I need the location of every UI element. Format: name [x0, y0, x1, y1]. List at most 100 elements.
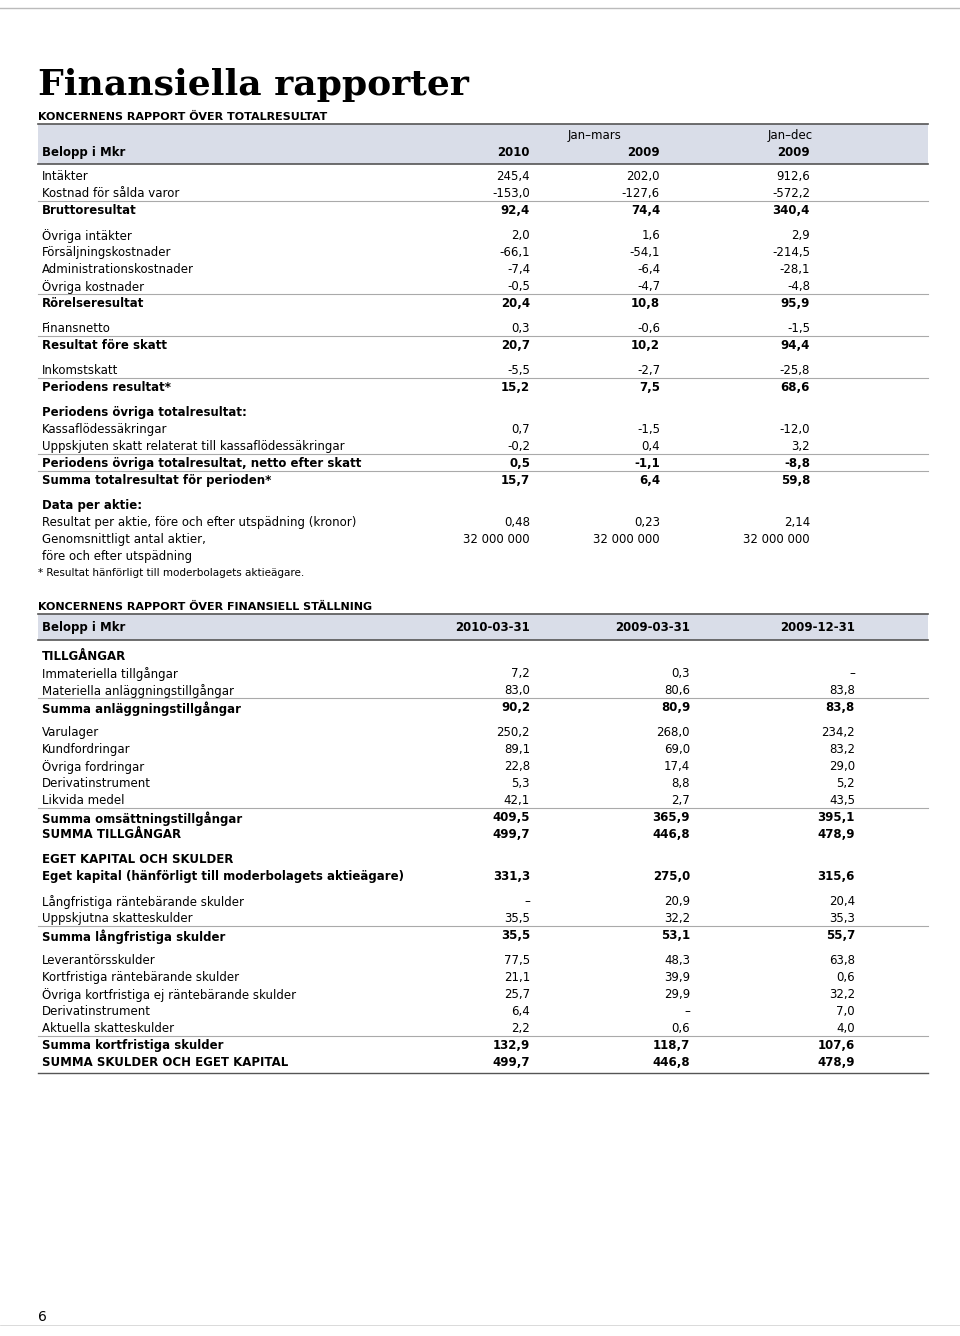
- Text: –: –: [850, 667, 855, 680]
- Text: 20,4: 20,4: [828, 895, 855, 908]
- Text: Aktuella skatteskulder: Aktuella skatteskulder: [42, 1022, 174, 1035]
- Text: Summa kortfristiga skulder: Summa kortfristiga skulder: [42, 1039, 224, 1051]
- Text: Jan–dec: Jan–dec: [767, 130, 812, 142]
- Text: 32 000 000: 32 000 000: [743, 533, 810, 546]
- Text: 80,6: 80,6: [664, 684, 690, 697]
- Text: 17,4: 17,4: [663, 760, 690, 774]
- Text: 315,6: 315,6: [818, 870, 855, 883]
- Text: 0,48: 0,48: [504, 516, 530, 529]
- Text: 20,4: 20,4: [501, 297, 530, 310]
- Text: –: –: [684, 1005, 690, 1018]
- Text: 2,0: 2,0: [512, 228, 530, 242]
- Text: EGET KAPITAL OCH SKULDER: EGET KAPITAL OCH SKULDER: [42, 852, 233, 866]
- Text: 7,5: 7,5: [639, 381, 660, 394]
- Text: 42,1: 42,1: [504, 794, 530, 807]
- Text: 29,9: 29,9: [663, 989, 690, 1001]
- Text: 2009-12-31: 2009-12-31: [780, 621, 855, 635]
- Text: Finansiella rapporter: Finansiella rapporter: [38, 68, 468, 102]
- Text: 7,0: 7,0: [836, 1005, 855, 1018]
- Text: Övriga intäkter: Övriga intäkter: [42, 228, 132, 243]
- Text: 268,0: 268,0: [657, 725, 690, 739]
- Text: Övriga kortfristiga ej räntebärande skulder: Övriga kortfristiga ej räntebärande skul…: [42, 989, 296, 1002]
- Text: 10,2: 10,2: [631, 339, 660, 351]
- Text: 0,6: 0,6: [836, 971, 855, 985]
- Text: 32,2: 32,2: [664, 912, 690, 925]
- Text: Materiella anläggningstillgångar: Materiella anläggningstillgångar: [42, 684, 234, 697]
- Text: 35,3: 35,3: [829, 912, 855, 925]
- Text: 35,5: 35,5: [501, 929, 530, 942]
- Text: Inkomstskatt: Inkomstskatt: [42, 363, 118, 377]
- Text: -1,5: -1,5: [637, 424, 660, 436]
- Text: 118,7: 118,7: [653, 1039, 690, 1051]
- Text: 3,2: 3,2: [791, 440, 810, 453]
- Text: 912,6: 912,6: [777, 170, 810, 183]
- Text: 2010-03-31: 2010-03-31: [455, 621, 530, 635]
- Text: 1,6: 1,6: [641, 228, 660, 242]
- Text: 2009: 2009: [778, 146, 810, 159]
- Text: före och efter utspädning: före och efter utspädning: [42, 550, 192, 562]
- Text: 63,8: 63,8: [829, 954, 855, 967]
- Text: Periodens övriga totalresultat, netto efter skatt: Periodens övriga totalresultat, netto ef…: [42, 457, 361, 470]
- Text: -25,8: -25,8: [780, 363, 810, 377]
- Text: 446,8: 446,8: [653, 828, 690, 840]
- Text: -153,0: -153,0: [492, 187, 530, 200]
- Text: Kostnad för sålda varor: Kostnad för sålda varor: [42, 187, 180, 200]
- Text: Derivatinstrument: Derivatinstrument: [42, 1005, 151, 1018]
- Text: KONCERNENS RAPPORT ÖVER FINANSIELL STÄLLNING: KONCERNENS RAPPORT ÖVER FINANSIELL STÄLL…: [38, 603, 372, 612]
- Text: Periodens övriga totalresultat:: Periodens övriga totalresultat:: [42, 406, 247, 420]
- Text: 68,6: 68,6: [780, 381, 810, 394]
- Text: 29,0: 29,0: [828, 760, 855, 774]
- Text: 446,8: 446,8: [653, 1055, 690, 1069]
- Text: Likvida medel: Likvida medel: [42, 794, 125, 807]
- Text: Kortfristiga räntebärande skulder: Kortfristiga räntebärande skulder: [42, 971, 239, 985]
- Text: 83,8: 83,8: [829, 684, 855, 697]
- Text: Resultat före skatt: Resultat före skatt: [42, 339, 167, 351]
- Text: 2009-03-31: 2009-03-31: [615, 621, 690, 635]
- Text: Eget kapital (hänförligt till moderbolagets aktieägare): Eget kapital (hänförligt till moderbolag…: [42, 870, 404, 883]
- Text: -12,0: -12,0: [780, 424, 810, 436]
- Text: Belopp i Mkr: Belopp i Mkr: [42, 621, 126, 635]
- Text: 499,7: 499,7: [492, 828, 530, 840]
- Text: 275,0: 275,0: [653, 870, 690, 883]
- Text: 2,7: 2,7: [671, 794, 690, 807]
- Bar: [38, 615, 928, 640]
- Text: 132,9: 132,9: [492, 1039, 530, 1051]
- Text: TILLGÅNGAR: TILLGÅNGAR: [42, 651, 127, 663]
- Text: 95,9: 95,9: [780, 297, 810, 310]
- Text: -5,5: -5,5: [507, 363, 530, 377]
- Text: 32 000 000: 32 000 000: [593, 533, 660, 546]
- Text: 74,4: 74,4: [631, 204, 660, 216]
- Text: 0,23: 0,23: [634, 516, 660, 529]
- Text: Försäljningskostnader: Försäljningskostnader: [42, 246, 172, 259]
- Text: -4,8: -4,8: [787, 281, 810, 293]
- Text: 92,4: 92,4: [501, 204, 530, 216]
- Text: 77,5: 77,5: [504, 954, 530, 967]
- Text: 15,2: 15,2: [501, 381, 530, 394]
- Text: SUMMA SKULDER OCH EGET KAPITAL: SUMMA SKULDER OCH EGET KAPITAL: [42, 1055, 288, 1069]
- Text: Jan–mars: Jan–mars: [568, 130, 622, 142]
- Text: 0,3: 0,3: [671, 667, 690, 680]
- Text: 7,2: 7,2: [512, 667, 530, 680]
- Text: Leverantörsskulder: Leverantörsskulder: [42, 954, 156, 967]
- Text: -2,7: -2,7: [636, 363, 660, 377]
- Text: 2010: 2010: [497, 146, 530, 159]
- Text: 499,7: 499,7: [492, 1055, 530, 1069]
- Bar: [38, 124, 928, 164]
- Text: 0,6: 0,6: [671, 1022, 690, 1035]
- Text: -7,4: -7,4: [507, 263, 530, 277]
- Text: Övriga fordringar: Övriga fordringar: [42, 760, 144, 774]
- Text: 340,4: 340,4: [773, 204, 810, 216]
- Text: -8,8: -8,8: [784, 457, 810, 470]
- Text: Immateriella tillgångar: Immateriella tillgångar: [42, 667, 178, 681]
- Text: 0,3: 0,3: [512, 322, 530, 335]
- Text: 107,6: 107,6: [818, 1039, 855, 1051]
- Text: 478,9: 478,9: [818, 828, 855, 840]
- Text: 0,4: 0,4: [641, 440, 660, 453]
- Text: 365,9: 365,9: [653, 811, 690, 824]
- Text: Summa långfristiga skulder: Summa långfristiga skulder: [42, 929, 226, 943]
- Text: Periodens resultat*: Periodens resultat*: [42, 381, 171, 394]
- Text: * Resultat hänförligt till moderbolagets aktieägare.: * Resultat hänförligt till moderbolagets…: [38, 568, 304, 578]
- Text: 2009: 2009: [628, 146, 660, 159]
- Text: 39,9: 39,9: [664, 971, 690, 985]
- Text: 478,9: 478,9: [818, 1055, 855, 1069]
